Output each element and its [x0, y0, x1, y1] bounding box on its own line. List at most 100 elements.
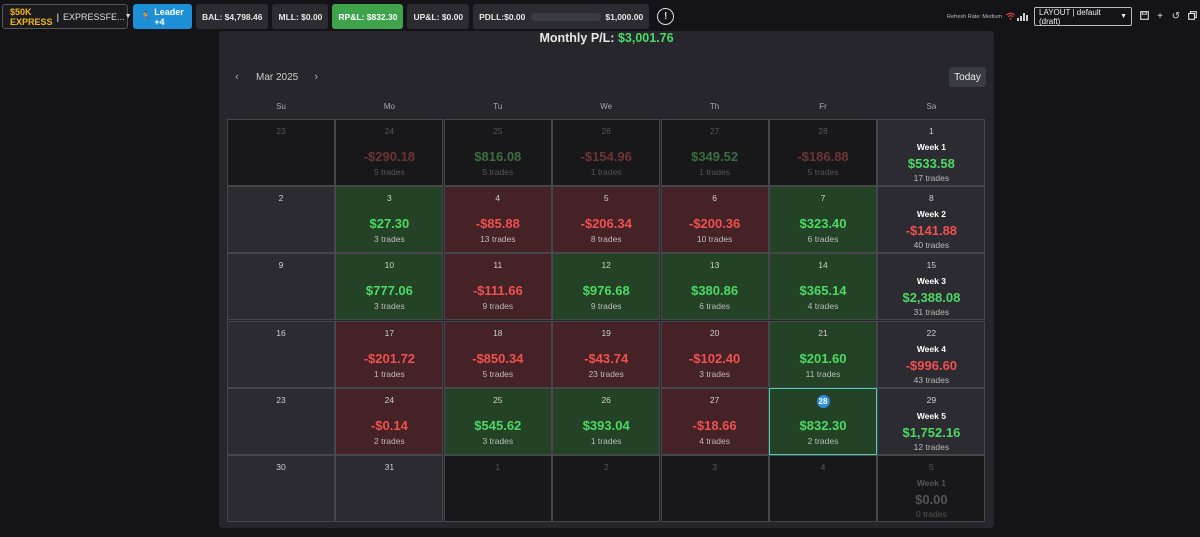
week-trade-count: 0 trades: [916, 509, 947, 519]
calendar-day-cell[interactable]: 24 -$290.18 5 trades: [335, 119, 444, 186]
calendar-day-cell[interactable]: 3: [660, 455, 769, 522]
leader-label: Leader +4: [154, 6, 184, 27]
calendar-day-cell[interactable]: 16: [227, 320, 335, 388]
undo-icon[interactable]: ↺: [1171, 11, 1181, 22]
day-pnl: $27.30: [369, 216, 410, 232]
signal-bars-icon: [1017, 12, 1028, 21]
day-trade-count: 10 trades: [696, 234, 733, 245]
refresh-rate-label: Refresh Rate: Medium: [946, 13, 1002, 20]
week-summary-cell[interactable]: 29 Week 5 $1,752.16 12 trades: [877, 387, 986, 455]
calendar-day-cell[interactable]: 11 -$111.66 9 trades: [443, 253, 552, 321]
day-pnl: $380.86: [691, 283, 739, 299]
day-number: 5: [603, 193, 609, 204]
calendar-day-cell[interactable]: 2: [227, 186, 335, 254]
calendar-day-cell[interactable]: 17 -$201.72 1 trades: [335, 320, 444, 388]
calendar-day-cell[interactable]: 28 -$186.88 5 trades: [769, 119, 877, 186]
day-number: 16: [276, 327, 286, 338]
day-trade-count: 3 trades: [482, 435, 514, 446]
calendar-day-cell[interactable]: 1: [443, 455, 552, 522]
day-trade-count: 4 trades: [699, 435, 730, 446]
calendar-day-cell[interactable]: 28 $832.30 2 trades: [769, 387, 877, 455]
day-pnl: $816.08: [474, 149, 522, 164]
day-pnl: -$43.74: [584, 350, 629, 366]
today-button[interactable]: Today: [949, 67, 986, 87]
chevron-down-icon: ▼: [124, 13, 132, 20]
week-pnl: $533.58: [907, 156, 955, 171]
monthly-pnl-title: Monthly P/L: $3,001.76: [219, 31, 994, 45]
day-number: 1: [929, 126, 934, 136]
calendar-day-cell[interactable]: 25 $545.62 3 trades: [443, 387, 552, 455]
add-icon[interactable]: +: [1157, 11, 1163, 22]
calendar-day-cell[interactable]: 26 $393.04 1 trades: [552, 387, 661, 455]
calendar-day-cell[interactable]: 20 -$102.40 3 trades: [660, 320, 769, 388]
info-icon[interactable]: !: [657, 8, 675, 25]
week-summary-cell[interactable]: 1 Week 1 $533.58 17 trades: [877, 119, 986, 186]
calendar-day-cell[interactable]: 18 -$850.34 5 trades: [443, 320, 552, 388]
chevron-down-icon: ▼: [1120, 13, 1127, 20]
calendar-day-cell[interactable]: 4: [769, 455, 877, 522]
calendar-day-cell[interactable]: 27 $349.52 1 trades: [660, 119, 769, 186]
pdll-limit: $1,000.00: [605, 11, 644, 22]
calendar-day-cell[interactable]: 26 -$154.96 1 trades: [552, 119, 661, 186]
week-summary-cell[interactable]: 8 Week 2 -$141.88 40 trades: [877, 186, 986, 254]
leader-button[interactable]: 🏃 Leader +4: [133, 4, 192, 29]
day-number: 27: [709, 394, 720, 405]
calendar-day-cell[interactable]: 30: [227, 455, 335, 522]
calendar-day-cell[interactable]: 3 $27.30 3 trades: [335, 186, 444, 254]
calendar-day-cell[interactable]: 23: [227, 387, 335, 455]
calendar-day-cell[interactable]: 14 $365.14 4 trades: [769, 253, 877, 321]
calendar-day-cell[interactable]: 10 $777.06 3 trades: [335, 253, 444, 321]
calendar-day-cell[interactable]: 24 -$0.14 2 trades: [335, 387, 444, 455]
calendar-day-cell[interactable]: 9: [227, 253, 335, 321]
toolbar-right: Refresh Rate: Medium LAYOUT | default (d…: [947, 0, 1200, 33]
day-trade-count: 2 trades: [374, 435, 405, 446]
calendar-day-cell[interactable]: 6 -$200.36 10 trades: [660, 186, 769, 254]
prev-month-icon[interactable]: ‹: [235, 71, 239, 83]
today-badge: 28: [816, 394, 830, 408]
calendar-day-cell[interactable]: 13 $380.86 6 trades: [660, 253, 769, 321]
calendar-day-cell[interactable]: 4 -$85.88 13 trades: [443, 186, 552, 254]
layout-select[interactable]: LAYOUT | default (draft) ▼: [1034, 7, 1132, 26]
calendar-day-cell[interactable]: 25 $816.08 5 trades: [443, 119, 552, 186]
calendar-day-cell[interactable]: 19 -$43.74 23 trades: [552, 320, 661, 388]
calendar-day-cell[interactable]: 23: [227, 119, 335, 186]
mll-pill: MLL: $0.00: [272, 4, 329, 29]
day-number: 13: [709, 260, 720, 271]
week-label: Week 1: [916, 142, 946, 152]
week-summary-cell[interactable]: 15 Week 3 $2,388.08 31 trades: [877, 253, 986, 321]
day-trade-count: 23 trades: [588, 368, 624, 379]
week-summary-cell[interactable]: 5 Week 1 $0.00 0 trades: [877, 455, 986, 522]
next-month-icon[interactable]: ›: [314, 71, 319, 83]
restore-window-icon[interactable]: [1184, 10, 1200, 23]
save-icon[interactable]: [1136, 10, 1152, 23]
calendar-day-cell[interactable]: 5 -$206.34 8 trades: [552, 186, 661, 254]
day-pnl: $323.40: [799, 216, 847, 232]
week-summary-cell[interactable]: 22 Week 4 -$996.60 43 trades: [877, 320, 986, 388]
day-number: 7: [820, 193, 826, 204]
day-number: 6: [712, 193, 717, 204]
calendar-day-cell[interactable]: 7 $323.40 6 trades: [769, 186, 877, 254]
account-selector[interactable]: $50K EXPRESS | EXPRESSFE... ▼: [2, 4, 132, 29]
day-number: 17: [384, 327, 395, 338]
day-number: 28: [818, 126, 828, 136]
pnl-calendar-panel: Monthly P/L: $3,001.76 ‹ Mar 2025 › Toda…: [219, 31, 994, 528]
account-name: $50K EXPRESS: [10, 6, 53, 27]
calendar-day-cell[interactable]: 12 $976.68 9 trades: [552, 253, 661, 321]
day-number: 23: [276, 126, 286, 136]
day-number: 4: [495, 193, 501, 204]
day-pnl: -$111.66: [472, 283, 523, 299]
day-number: 26: [601, 126, 611, 136]
week-trade-count: 17 trades: [913, 173, 950, 183]
day-pnl: -$290.18: [363, 149, 416, 164]
calendar-day-cell[interactable]: 31: [335, 455, 444, 522]
current-month: Mar 2025: [256, 71, 299, 83]
calendar-day-cell[interactable]: 2: [552, 455, 661, 522]
day-trade-count: 1 trades: [590, 435, 622, 446]
day-number: 15: [926, 260, 937, 271]
day-number: 8: [929, 193, 934, 204]
calendar-day-cell[interactable]: 21 $201.60 11 trades: [769, 320, 877, 388]
day-number: 1: [495, 462, 501, 472]
day-number: 4: [820, 462, 826, 472]
calendar-day-cell[interactable]: 27 -$18.66 4 trades: [660, 387, 769, 455]
day-number: 31: [384, 462, 395, 472]
